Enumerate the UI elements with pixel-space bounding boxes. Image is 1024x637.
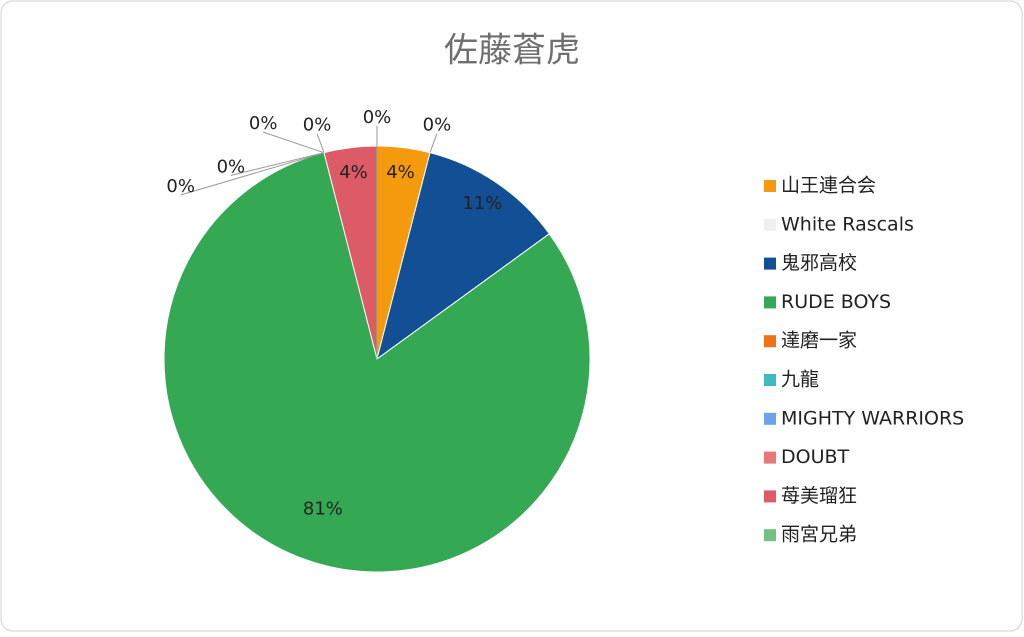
data-label: 4% (339, 162, 368, 183)
pie-slice (163, 152, 591, 573)
pie-slice (376, 152, 551, 361)
legend-swatch (764, 529, 776, 542)
data-label: 0% (363, 107, 392, 128)
legend-label: White Rascals (781, 213, 914, 235)
data-label: 81% (303, 498, 343, 519)
legend-swatch (764, 257, 776, 270)
leader-line (316, 133, 325, 153)
data-label: 4% (386, 162, 415, 183)
legend-label: RUDE BOYS (781, 291, 891, 313)
legend-swatch (764, 335, 776, 348)
legend-label: 雨宮兄弟 (781, 524, 857, 546)
leader-line (230, 152, 325, 176)
legend-label: 山王連合会 (781, 175, 876, 197)
legend-label: 達磨一家 (781, 330, 857, 352)
data-label: 0% (249, 113, 278, 134)
data-label: 0% (217, 156, 246, 177)
data-label: 0% (303, 115, 332, 136)
legend-swatch (764, 180, 776, 192)
leader-line (180, 152, 325, 196)
chart-title: 佐藤蒼虎 (444, 31, 580, 71)
legend-label: DOUBT (781, 446, 850, 468)
legend-swatch (764, 490, 776, 503)
legend-swatch (764, 451, 776, 464)
legend-swatch (764, 218, 776, 231)
data-label: 0% (166, 176, 195, 197)
legend-swatch (764, 296, 776, 309)
legend-swatch (764, 412, 776, 425)
legend-swatch (764, 374, 776, 386)
data-label: 11% (462, 193, 502, 214)
legend-label: 鬼邪高校 (781, 252, 857, 274)
legend-label: MIGHTY WARRIORS (781, 407, 964, 429)
data-label: 0% (423, 115, 452, 136)
legend-label: 苺美瑠狂 (781, 485, 857, 507)
leader-line (429, 133, 438, 153)
legend-label: 九龍 (781, 369, 819, 391)
leader-line (263, 131, 325, 154)
